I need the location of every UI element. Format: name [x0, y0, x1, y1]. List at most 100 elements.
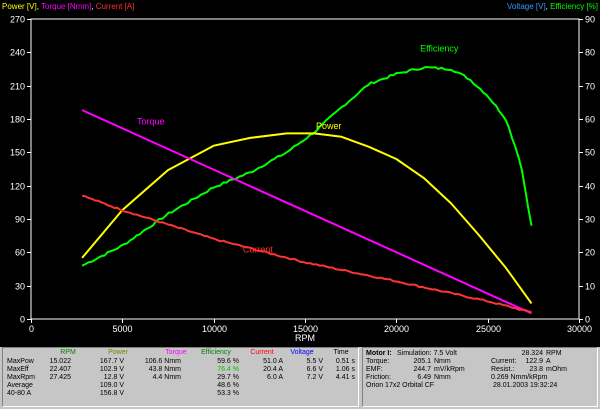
y-left-tick-label: 270 — [10, 15, 25, 25]
table-cell: 4.41 s — [335, 374, 355, 381]
current-value: 122.9 — [525, 358, 543, 365]
table-cell: 7.2 V — [306, 374, 323, 381]
resist-label: Resist.: — [491, 366, 515, 373]
torque-label: Torque: — [366, 358, 390, 365]
y-right-tick-label: 60 — [585, 115, 595, 125]
chart-ticks: 0 5000 10000 15000 20000 25000 300000306090120… — [10, 15, 595, 344]
table-cell: 156.8 V — [99, 390, 124, 397]
series-power-line — [81, 132, 533, 304]
friction-unit: Nmm — [434, 374, 451, 381]
performance-chart: 0 5000 10000 15000 20000 25000 300000306090120… — [10, 15, 595, 344]
table-header: Voltage — [290, 349, 314, 356]
legend-part: Voltage [V] — [506, 2, 546, 11]
table-cell: 27.425 — [49, 374, 71, 381]
x-tick-label: 30000 — [567, 324, 592, 334]
curve-label-efficiency: Efficiency — [420, 43, 459, 53]
legend-part: Power [V] — [2, 2, 37, 11]
x-tick-label: 15000 — [293, 324, 318, 334]
table-cell: 6.6 V — [306, 366, 323, 373]
motor-label: Motor I: — [366, 350, 392, 357]
chart-labels: Efficiency Power Torque Current — [137, 43, 459, 254]
plot-frame — [30, 18, 580, 320]
friction-value: 6.49 — [417, 374, 431, 381]
table-cell: 1.06 s — [335, 366, 355, 373]
y-right-tick-label: 90 — [585, 15, 595, 25]
table-header: Efficiency — [201, 349, 231, 356]
x-axis-label: RPM — [295, 333, 315, 343]
row-label: MaxRpm — [7, 374, 36, 381]
resist-value: 23.8 — [529, 366, 543, 373]
series-current-line — [81, 194, 532, 314]
table-header: RPM — [60, 349, 76, 356]
legend-part: Current [A] — [95, 2, 135, 11]
table-header: Torque — [165, 349, 187, 356]
row-label: Average — [7, 382, 33, 389]
emf-unit: mV/kRpm — [434, 366, 465, 373]
simulation-text: Simulation: 7.5 Volt — [397, 350, 457, 357]
x-tick-label: 20000 — [384, 324, 409, 334]
legend-part: , — [545, 2, 551, 11]
table-cell: 20.4 A — [263, 366, 283, 373]
table-cell: 15.022 — [49, 358, 71, 365]
table-header: Time — [333, 349, 349, 356]
table-cell: 106.6 Nmm — [144, 358, 181, 365]
table-cell: 167.7 V — [99, 358, 124, 365]
table-header: Current — [250, 349, 274, 356]
table-cell: 0.51 s — [335, 358, 355, 365]
motor-name: Orion 17x2 Orbital CF — [366, 382, 435, 389]
y-left-tick-label: 240 — [10, 48, 25, 58]
table-cell: 53.3 % — [217, 390, 239, 397]
y-right-tick-label: 0 — [585, 315, 590, 325]
measurement-table: RPM Power Torque Efficiency Current Voltage Ti… — [2, 347, 359, 407]
rpm-value: 28.324 — [521, 350, 543, 357]
table-cell: 48.6 % — [217, 382, 239, 389]
torque-unit: Nmm — [434, 358, 451, 365]
y-right-tick-label: 20 — [585, 248, 595, 258]
table-cell: 76.4 % — [217, 366, 239, 373]
legend-part: Efficiency [%] — [550, 2, 598, 11]
y-left-tick-label: 60 — [15, 248, 25, 258]
table-cell: 22.407 — [49, 366, 71, 373]
y-right-tick-label: 80 — [585, 48, 595, 58]
current-label: Current: — [491, 358, 517, 365]
table-cell: 109.0 V — [99, 382, 124, 389]
row-label: 40-80 A — [7, 390, 32, 397]
y-right-tick-label: 70 — [585, 82, 595, 92]
table-cell: 5.5 V — [306, 358, 323, 365]
emf-label: EMF: — [366, 366, 383, 373]
x-tick-label: 0 — [29, 324, 34, 334]
x-tick-label: 10000 — [202, 324, 227, 334]
y-left-tick-label: 180 — [10, 115, 25, 125]
stats-panel: RPM Power Torque Efficiency Current Voltage Ti… — [0, 347, 600, 409]
torque-value: 205.1 — [413, 358, 431, 365]
resist-unit: mOhm — [546, 366, 567, 373]
right-axis-legend: Voltage [V], Efficiency [%] — [507, 2, 598, 11]
table-cell: 12.8 V — [103, 374, 124, 381]
chart-axes — [30, 18, 580, 320]
current-unit: A — [546, 358, 551, 365]
table-header: Power — [108, 349, 128, 356]
table-cell: 43.8 Nmm — [148, 366, 181, 373]
table-cell: 102.9 V — [99, 366, 124, 373]
y-right-tick-label: 40 — [585, 182, 595, 192]
y-left-tick-label: 90 — [15, 215, 25, 225]
motor-info-box: Motor I: Simulation: 7.5 Volt 28.324 RPM… — [362, 347, 598, 407]
emf-value: 244.7 — [413, 366, 431, 373]
table-cell: 51.0 A — [263, 358, 283, 365]
y-left-tick-label: 120 — [10, 182, 25, 192]
row-label: MaxPow — [7, 358, 34, 365]
y-right-tick-label: 10 — [585, 282, 595, 292]
y-left-tick-label: 150 — [10, 148, 25, 158]
legend-part: Torque [Nmm] — [41, 2, 92, 11]
table-cell: 29.7 % — [217, 374, 239, 381]
y-left-tick-label: 210 — [10, 82, 25, 92]
friction-rate: 0.269 Nmm/kRpm — [491, 374, 548, 381]
legend-part: , — [36, 2, 41, 11]
rpm-unit: RPM — [546, 350, 562, 357]
y-right-tick-label: 30 — [585, 215, 595, 225]
y-left-tick-label: 0 — [20, 315, 25, 325]
curve-label-current: Current — [243, 244, 274, 254]
table-cell: 4.4 Nmm — [152, 374, 181, 381]
y-left-tick-label: 30 — [15, 282, 25, 292]
row-label: MaxEff — [7, 366, 29, 373]
